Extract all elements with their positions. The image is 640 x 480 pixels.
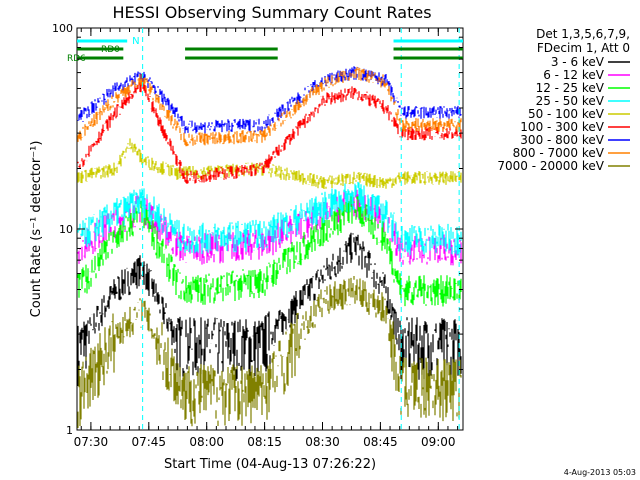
- flag-n-label: N: [132, 36, 139, 47]
- x-tick-label: 08:00: [189, 435, 224, 449]
- legend-label-7: 800 - 7000 keV: [513, 146, 605, 160]
- legend-label-5: 100 - 300 keV: [520, 120, 604, 134]
- series-line-7: [77, 66, 462, 147]
- x-tick-label: 08:45: [363, 435, 398, 449]
- series-line-2: [77, 194, 462, 307]
- series-line-4: [77, 138, 462, 189]
- legend-label-1: 6 - 12 keV: [543, 68, 605, 82]
- x-axis-label: Start Time (04-Aug-13 07:26:22): [164, 457, 376, 472]
- legend-header-2: FDecim 1, Att 0: [537, 41, 630, 55]
- y-tick-label: 10: [59, 223, 73, 236]
- legend-label-3: 25 - 50 keV: [536, 94, 605, 108]
- legend-label-6: 300 - 800 keV: [520, 133, 604, 147]
- flag-rd0-label: RD0: [101, 45, 120, 55]
- x-tick-label: 09:00: [421, 435, 456, 449]
- series-line-0: [77, 232, 462, 386]
- series-line-3: [77, 181, 462, 256]
- x-tick-label: 08:15: [247, 435, 282, 449]
- x-tick-label: 08:30: [305, 435, 340, 449]
- y-tick-label: 1: [66, 424, 73, 437]
- flag-layer: N RD0 RD6: [67, 28, 463, 430]
- legend-label-4: 50 - 100 keV: [528, 107, 605, 121]
- x-tick-label: 07:30: [74, 435, 109, 449]
- legend-label-8: 7000 - 20000 keV: [497, 159, 604, 173]
- series-line-8: [77, 276, 462, 428]
- flag-rd6-label: RD6: [67, 54, 86, 64]
- series-layer: [77, 66, 462, 428]
- x-tick-label: 07:45: [131, 435, 166, 449]
- tick-layer: 1 10 100 07:30 07:45 08:00 08:15 08:30 08:45 09:0…: [52, 22, 463, 449]
- y-tick-label: 100: [52, 22, 73, 35]
- legend-label-2: 12 - 25 keV: [536, 81, 605, 95]
- chart-title: HESSI Observing Summary Count Rates: [112, 3, 431, 22]
- legend-header-1: Det 1,3,5,6,7,9,: [536, 27, 630, 41]
- footer-date: 4-Aug-2013 05:03: [564, 468, 636, 477]
- legend-label-0: 3 - 6 keV: [551, 55, 605, 69]
- y-axis-label: Count Rate (s⁻¹ detector⁻¹): [29, 141, 44, 318]
